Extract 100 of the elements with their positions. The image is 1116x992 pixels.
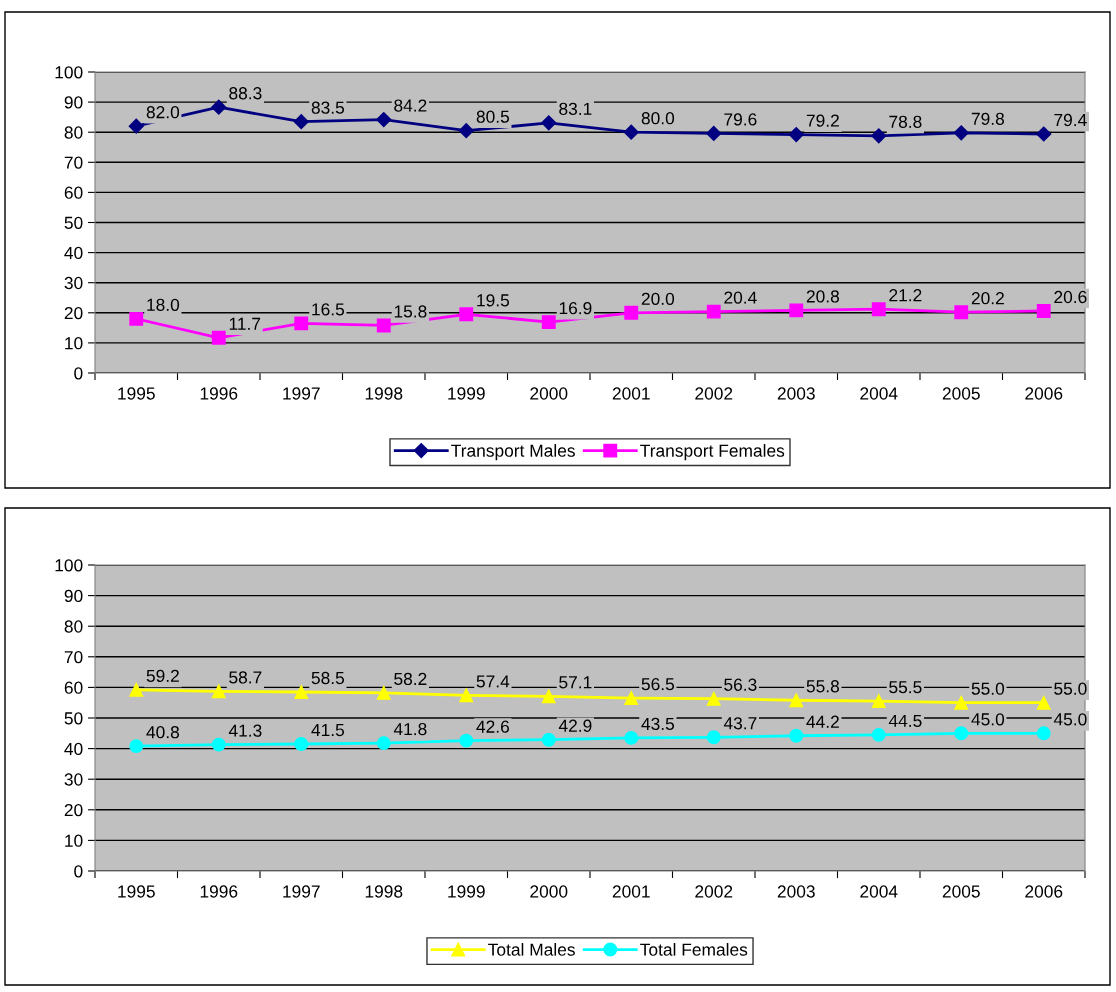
data-label: 57.1: [559, 676, 592, 689]
data-label: 40.8: [146, 726, 180, 739]
x-tick-label: 2006: [1025, 885, 1063, 898]
data-label: 55.0: [971, 682, 1005, 695]
y-tick-label: 50: [64, 712, 83, 725]
data-label: 83.1: [559, 102, 592, 116]
data-label: 84.2: [394, 99, 427, 112]
data-label: 55.0: [1054, 682, 1087, 695]
x-tick-label: 2001: [612, 885, 650, 898]
x-tick-label: 2003: [777, 885, 815, 898]
x-tick-label: 1998: [365, 387, 403, 400]
x-tick-label: 1995: [118, 387, 155, 400]
x-tick-label: 1997: [283, 885, 320, 898]
point: [541, 315, 556, 330]
x-tick-label: 1997: [283, 387, 320, 400]
point: [376, 318, 391, 333]
y-tick-label: 70: [64, 156, 83, 169]
data-label: 16.5: [312, 303, 345, 316]
point: [789, 693, 804, 708]
x-tick-label: 1996: [200, 885, 238, 898]
point: [1036, 726, 1051, 741]
data-label: 79.2: [806, 114, 839, 127]
data-label: 41.5: [311, 724, 345, 737]
x-tick-label: 2000: [530, 885, 568, 898]
data-label: 11.7: [229, 317, 261, 330]
point: [541, 732, 556, 747]
x-tick-label: 2000: [530, 387, 568, 400]
data-label: 15.8: [394, 305, 427, 318]
data-label: 44.2: [806, 715, 839, 728]
y-tick-label: 90: [64, 589, 83, 603]
data-label: 57.4: [476, 675, 510, 688]
data-label: 80.5: [476, 110, 510, 123]
x-tick-label: 2006: [1025, 387, 1063, 400]
x-tick-label: 2004: [860, 885, 898, 898]
data-label: 55.5: [889, 681, 922, 694]
y-tick-label: 20: [64, 803, 83, 817]
data-label: 44.5: [888, 714, 922, 727]
y-tick-label: 40: [64, 246, 83, 260]
data-label: 16.9: [559, 302, 592, 315]
legend-label: Transport Females: [640, 444, 785, 461]
point: [211, 99, 227, 115]
point: [294, 316, 309, 331]
point: [624, 305, 639, 320]
y-tick-label: 10: [65, 337, 83, 350]
legend-label: Total Males: [488, 943, 575, 956]
x-tick-label: 2001: [612, 387, 650, 400]
point: [871, 128, 887, 144]
y-tick-label: 60: [64, 186, 83, 199]
point: [871, 694, 886, 709]
data-label: 43.7: [723, 717, 757, 730]
y-tick-label: 70: [64, 650, 83, 664]
x-tick-label: 1996: [200, 387, 238, 400]
data-label: 79.4: [1054, 113, 1087, 127]
y-tick-label: 30: [64, 276, 83, 290]
legend-label: Total Females: [640, 943, 748, 956]
data-label: 45.0: [971, 713, 1005, 726]
data-label: 19.5: [477, 294, 510, 307]
x-tick-label: 2005: [942, 885, 980, 898]
point: [623, 124, 639, 140]
x-tick-label: 1998: [365, 885, 403, 898]
data-label: 78.8: [889, 115, 922, 128]
legend-label: Transport Males: [451, 444, 575, 461]
data-label: 42.9: [558, 719, 592, 732]
data-label: 20.8: [806, 290, 840, 303]
point: [541, 115, 557, 131]
data-label: 43.5: [641, 717, 675, 731]
data-label: 45.0: [1053, 713, 1087, 726]
point: [624, 730, 639, 745]
point: [376, 736, 391, 751]
x-tick-label: 2004: [860, 387, 898, 400]
point: [953, 125, 969, 141]
data-label: 59.2: [146, 669, 179, 683]
point: [376, 111, 392, 128]
data-label: 58.5: [311, 671, 345, 685]
data-label: 55.8: [806, 680, 840, 693]
data-label: 21.2: [889, 289, 922, 302]
point: [1036, 126, 1052, 142]
data-label: 58.7: [229, 671, 262, 684]
point: [1036, 695, 1051, 710]
y-tick-label: 90: [64, 96, 83, 109]
data-label: 80.0: [641, 112, 675, 125]
data-label: 83.5: [311, 101, 345, 114]
data-label: 82.0: [146, 106, 180, 119]
x-tick-label: 2002: [695, 885, 733, 898]
point: [706, 691, 721, 706]
data-label: 41.8: [393, 722, 427, 736]
point: [128, 118, 144, 134]
x-tick-label: 2003: [777, 387, 815, 400]
y-tick-label: 0: [74, 367, 83, 380]
data-label: 20.2: [971, 292, 1004, 305]
data-label: 56.3: [724, 678, 757, 691]
y-tick-label: 10: [65, 834, 83, 847]
y-tick-label: 0: [74, 865, 83, 878]
data-label: 20.4: [724, 291, 757, 304]
point: [459, 307, 474, 322]
data-label: 20.0: [641, 292, 675, 305]
data-label: 42.6: [476, 720, 509, 733]
point: [129, 311, 144, 326]
x-tick-label: 1999: [448, 885, 485, 898]
point: [624, 691, 639, 706]
